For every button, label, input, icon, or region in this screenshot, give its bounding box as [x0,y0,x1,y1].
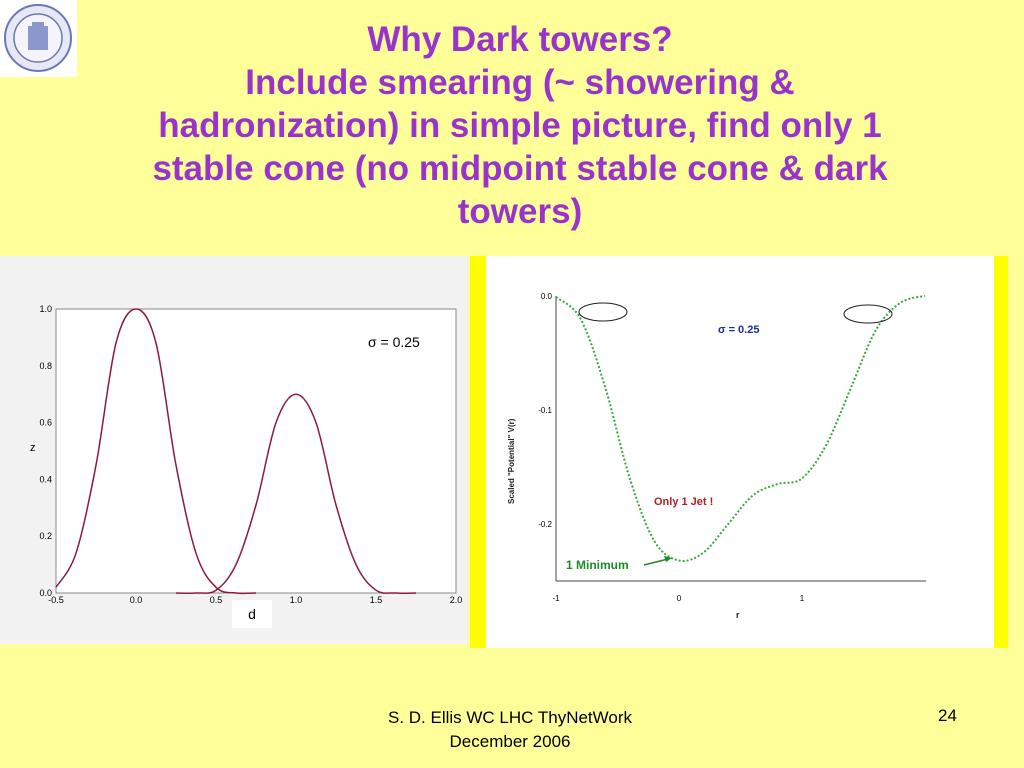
x-axis-label: r [736,610,740,620]
potential-chart: 0.0 -0.1 -0.2 -1 0 1 σ = 0.25 Only 1 Jet ! 1… [507,292,926,620]
footer-credit: S. D. Ellis WC LHC ThyNetWork December 2… [330,706,690,754]
footer-date: December 2006 [449,732,571,751]
seal-icon [4,4,72,72]
footer-author: S. D. Ellis WC LHC ThyNetWork [387,708,633,727]
cone-ellipse-left [578,302,628,322]
title-line-4: stable cone (no midpoint stable cone & d… [152,149,888,188]
x-tick-label: -1 [552,594,560,603]
gaussian-chart-panel: 0.0 0.2 0.4 0.6 0.8 1.0 -0.5 0.0 0.5 1.0 1.5 2.0 z… [0,256,468,644]
y-tick-label: 1.0 [39,304,52,314]
x-tick-label: 1.5 [370,595,383,605]
x-tick-label: 0 [677,594,682,603]
y-tick-label: 0.4 [39,474,52,484]
potential-curve [555,295,926,562]
y-tick-label: 0.6 [39,418,52,428]
x-tick-label: 0.0 [130,595,143,605]
y-axis-label: z [30,442,36,454]
cone-ellipse-right [843,304,893,324]
x-tick-label: 0.5 [210,595,223,605]
y-tick-label: -0.1 [538,406,552,415]
jet-note: Only 1 Jet ! [654,496,713,508]
sigma-annotation: σ = 0.25 [368,334,420,350]
x-tick-label: 1 [800,594,805,603]
page-number: 24 [938,706,957,725]
university-seal-logo [0,0,77,77]
x-tick-label: 1.0 [290,595,303,605]
sigma-annotation: σ = 0.25 [718,324,759,336]
title-line-1: Why Dark towers? [367,20,673,59]
slide-title: Why Dark towers? Include smearing (~ sho… [60,18,980,233]
y-axis-label: Scaled "Potential" V(r) [507,418,516,504]
potential-chart-panel: 0.0 -0.1 -0.2 -1 0 1 σ = 0.25 Only 1 Jet ! 1… [486,256,994,648]
y-tick-label: 0.8 [39,361,52,371]
y-tick-label: 0.0 [39,588,52,598]
arrow-head-icon [664,556,672,562]
title-line-3: hadronization) in simple picture, find o… [158,106,882,145]
x-axis-label: d [232,600,272,628]
y-tick-label: 0.0 [541,292,553,301]
gaussian-chart: 0.00.20.40.60.81.0 -0.5 0.0 0.5 1.0 1.5 2.0 z… [30,304,463,605]
minimum-arrow [643,558,669,566]
title-line-5: towers) [457,192,583,231]
peak-1-curve [55,308,257,595]
x-tick-label: -0.5 [48,595,64,605]
title-line-2: Include smearing (~ showering & [245,63,795,102]
minimum-note: 1 Minimum [566,558,629,572]
y-tick-label: -0.2 [538,520,552,529]
x-tick-label: 2.0 [450,595,463,605]
y-tick-label: 0.2 [39,531,52,541]
peak-2-curve [175,393,417,594]
